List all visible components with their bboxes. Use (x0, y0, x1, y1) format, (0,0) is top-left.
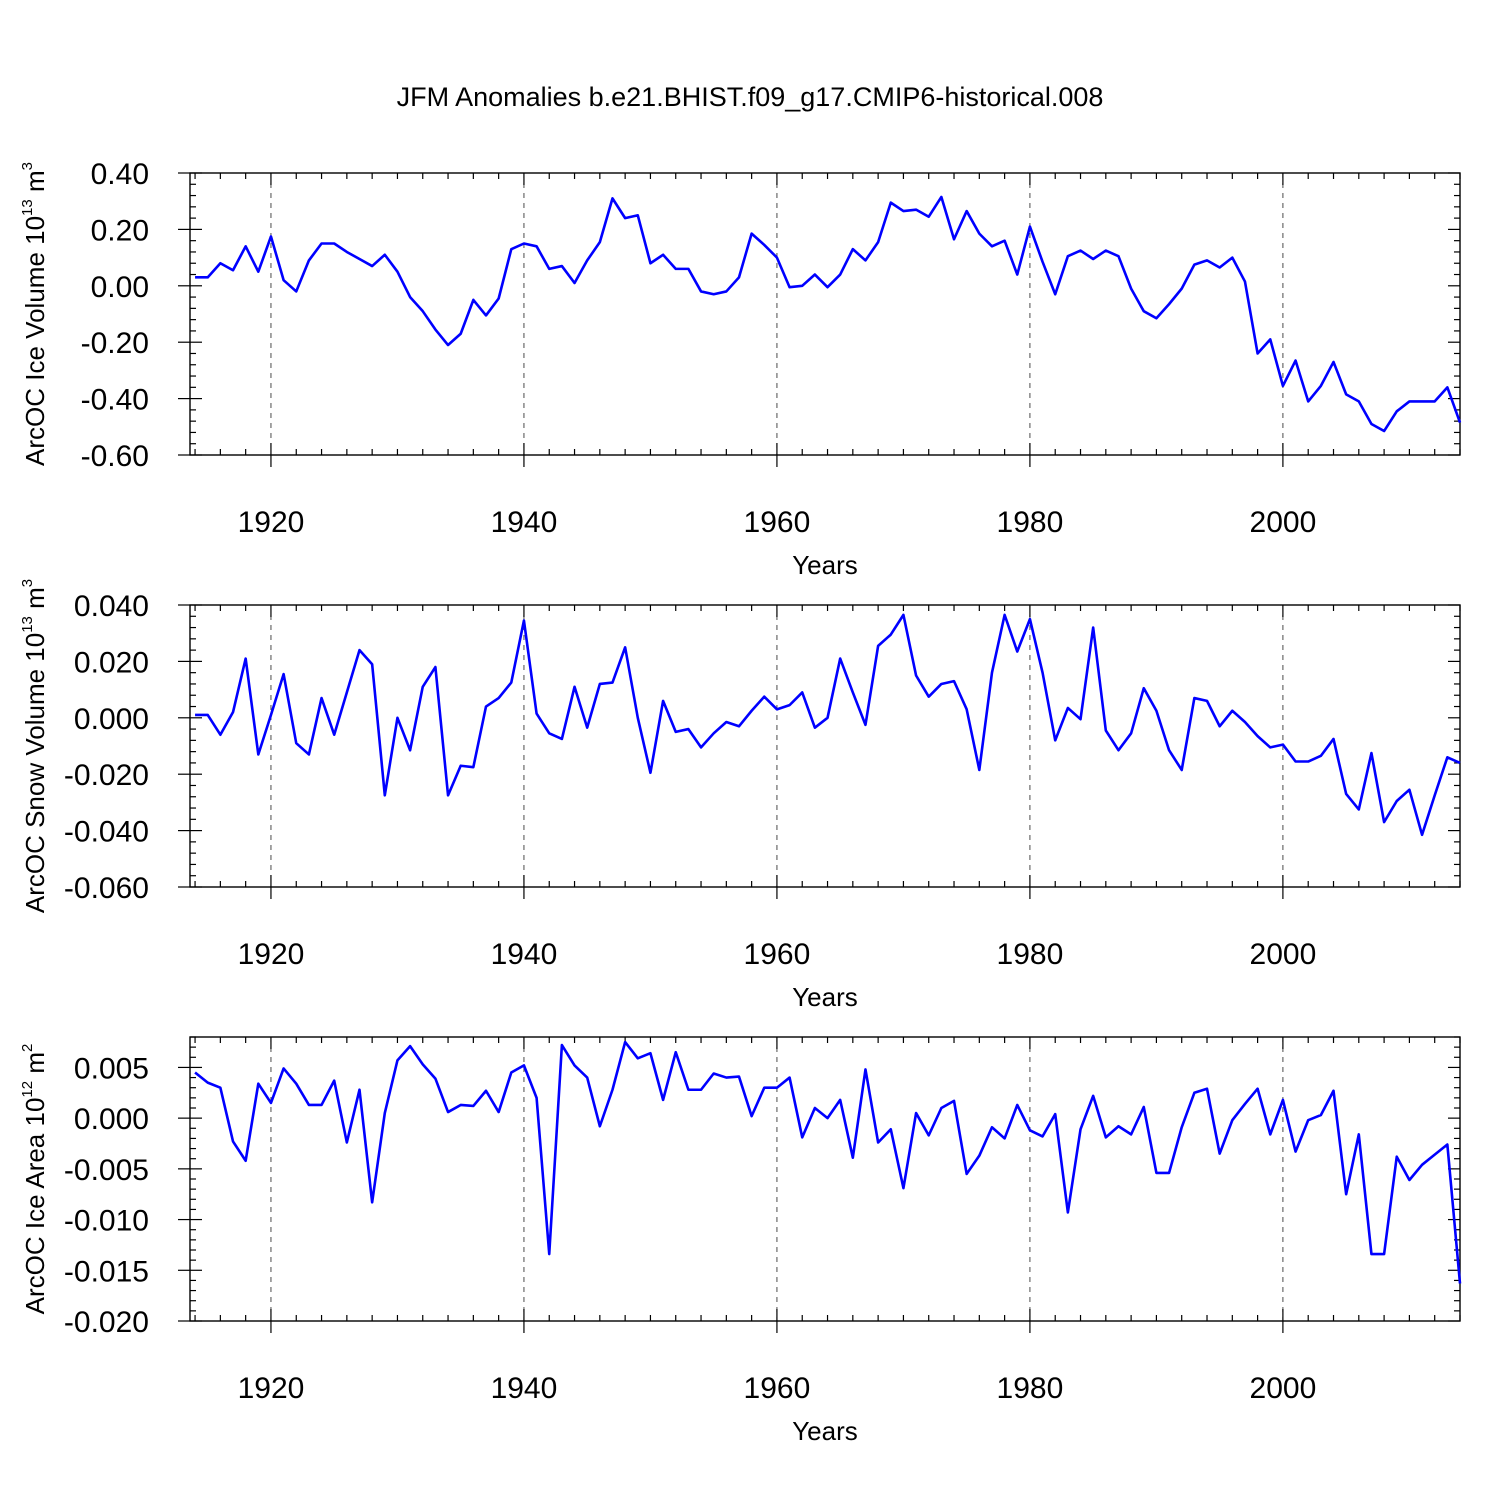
y-tick-label: -0.20 (81, 327, 149, 360)
y-axis-label-text: ArcOC Snow Volume 10 (20, 633, 50, 913)
y-axis-label-text: ArcOC Ice Volume 10 (20, 216, 50, 466)
y-tick-label: 0.000 (74, 703, 149, 736)
plot-frame (189, 172, 1461, 456)
y-axis-label-superscript: 3 (19, 579, 36, 587)
y-axis-label: ArcOC Snow Volume 1013 m3 (19, 579, 50, 913)
y-axis-label-text: m (20, 1052, 50, 1081)
x-tick-label: 1960 (744, 938, 811, 971)
y-axis-label-text: m (20, 587, 50, 616)
y-tick-label: 0.40 (91, 158, 149, 191)
y-tick-label: -0.060 (64, 872, 149, 905)
y-tick-label: 0.020 (74, 646, 149, 679)
x-tick-label: 1940 (491, 938, 558, 971)
y-tick-label: -0.40 (81, 384, 149, 417)
y-axis-label-text: ArcOC Ice Area 10 (20, 1098, 50, 1315)
y-tick-label: 0.005 (74, 1052, 149, 1085)
x-tick-label: 1980 (997, 506, 1064, 539)
x-tick-label: 1960 (744, 1372, 811, 1405)
y-tick-label: -0.015 (64, 1255, 149, 1288)
panel-3: -0.020 -0.015 -0.010 -0.005 0.000 0.005 1920 19… (19, 1036, 1462, 1446)
series-line (194, 1040, 1462, 1284)
y-tick-label: 0.00 (91, 271, 149, 304)
series-line (195, 613, 1461, 837)
x-tick-label: 1960 (744, 506, 811, 539)
y-axis-label: ArcOC Ice Volume 1013 m3 (19, 162, 50, 466)
y-tick-label: 0.000 (74, 1103, 149, 1136)
x-tick-label: 1920 (238, 506, 305, 539)
x-tick-label: 1920 (238, 1372, 305, 1405)
y-tick-label: -0.020 (64, 759, 149, 792)
y-tick-label: -0.040 (64, 816, 149, 849)
x-axis-label: Years (792, 550, 858, 580)
x-tick-label: 1920 (238, 938, 305, 971)
x-axis-label: Years (792, 1416, 858, 1446)
y-axis-label: ArcOC Ice Area 1012 m2 (19, 1044, 50, 1315)
y-tick-label: 0.20 (91, 214, 149, 247)
x-tick-label: 1980 (997, 938, 1064, 971)
x-tick-label: 1980 (997, 1372, 1064, 1405)
series-line (195, 195, 1462, 433)
y-axis-label-superscript: 2 (19, 1044, 36, 1052)
plot-frame (189, 604, 1461, 888)
x-tick-label: 1940 (491, 1372, 558, 1405)
x-tick-label: 1940 (491, 506, 558, 539)
chart-title: JFM Anomalies b.e21.BHIST.f09_g17.CMIP6-… (397, 82, 1104, 112)
y-axis-label-superscript: 13 (19, 199, 36, 216)
plot-frame (189, 1036, 1461, 1322)
panel-2: -0.060 -0.040 -0.020 0.000 0.020 0.040 1920 194… (19, 579, 1461, 1012)
y-tick-label: -0.020 (64, 1306, 149, 1339)
y-tick-label: -0.60 (81, 440, 149, 473)
y-tick-label: 0.040 (74, 590, 149, 623)
panel-1: -0.60 -0.40 -0.20 0.00 0.20 0.40 1920 1940 1960 1… (19, 158, 1462, 580)
y-axis-label-text: m (20, 170, 50, 199)
x-tick-label: 2000 (1250, 938, 1317, 971)
x-tick-label: 2000 (1250, 1372, 1317, 1405)
y-axis-label-superscript: 13 (19, 616, 36, 633)
x-tick-label: 2000 (1250, 506, 1317, 539)
y-axis-label-superscript: 12 (19, 1081, 36, 1098)
y-tick-label: -0.010 (64, 1205, 149, 1238)
y-tick-label: -0.005 (64, 1154, 149, 1187)
y-axis-label-superscript: 3 (19, 162, 36, 170)
x-axis-label: Years (792, 982, 858, 1012)
